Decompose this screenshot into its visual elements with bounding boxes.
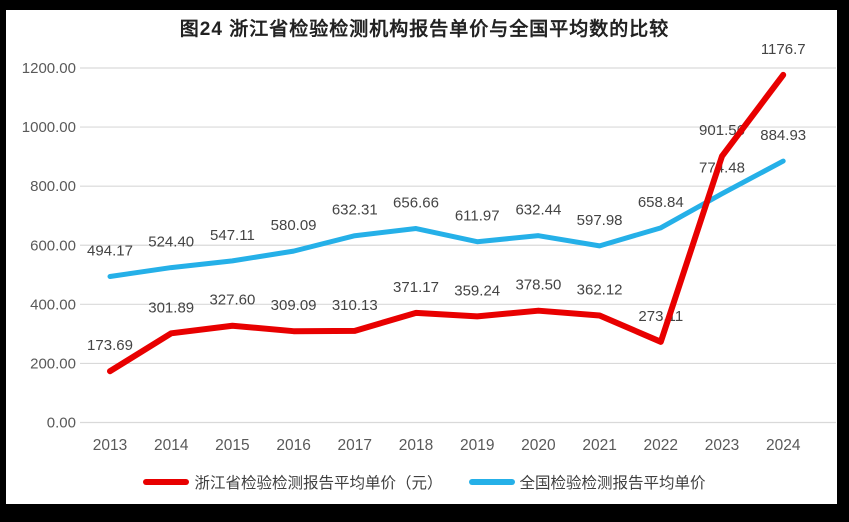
chart-canvas [6,10,837,504]
legend-label-zhejiang: 浙江省检验检测报告平均单价（元） [194,475,443,492]
x-axis-tick-label: 2015 [215,437,249,454]
data-label: 371.17 [393,279,439,296]
x-axis-tick-label: 2017 [338,437,372,454]
data-label: 656.66 [393,195,439,212]
data-label: 547.11 [210,227,255,244]
data-label: 378.50 [515,277,561,294]
data-label: 580.09 [271,217,317,234]
y-axis-tick-label: 200.00 [30,355,76,372]
y-axis-tick-label: 400.00 [30,296,76,313]
data-label: 359.24 [454,282,500,299]
data-label: 301.89 [148,299,194,316]
national-series-swatch-icon [468,479,515,485]
data-label: 632.31 [332,202,378,219]
data-label: 273.11 [638,308,683,325]
data-label: 632.44 [515,202,561,219]
series-line [107,158,786,280]
y-axis-tick-label: 1200.00 [22,60,76,77]
data-label: 774.48 [699,160,745,177]
data-label: 884.93 [760,127,806,144]
data-label: 173.69 [87,337,133,354]
series-line [107,71,787,375]
x-axis-tick-label: 2014 [154,437,189,454]
x-axis-tick-label: 2019 [460,437,494,454]
y-axis-tick-label: 0.00 [47,415,76,432]
data-label: 658.84 [638,194,684,211]
chart-legend: 浙江省检验检测报告平均单价（元） 全国检验检测报告平均单价 [0,471,849,493]
legend-item-zhejiang: 浙江省检验检测报告平均单价（元） [143,471,443,493]
x-axis-tick-label: 2023 [705,437,739,454]
y-axis-tick-label: 600.00 [30,237,76,254]
legend-label-national: 全国检验检测报告平均单价 [519,475,706,492]
data-label: 611.97 [455,208,500,225]
zhejiang-series-swatch-icon [143,479,190,485]
x-axis-tick-label: 2016 [276,437,310,454]
data-label: 901.56 [699,122,745,139]
x-axis-tick-label: 2024 [766,437,801,454]
x-axis-tick-label: 2022 [644,437,678,454]
x-axis-tick-label: 2021 [582,437,616,454]
data-label: 494.17 [87,243,133,260]
legend-item-national: 全国检验检测报告平均单价 [468,471,706,493]
data-label: 362.12 [577,282,623,299]
y-axis-tick-label: 800.00 [30,178,76,195]
data-label: 310.13 [332,297,378,314]
data-label: 524.40 [148,234,194,251]
data-label: 327.60 [209,292,255,309]
x-axis-tick-label: 2020 [521,437,556,454]
y-axis-tick-label: 1000.00 [22,119,76,136]
chart-title: 图24 浙江省检验检测机构报告单价与全国平均数的比较 [179,19,670,40]
x-axis-tick-label: 2013 [93,437,127,454]
data-label: 1176.7 [761,41,806,58]
data-label: 309.09 [271,297,317,314]
x-axis-tick-label: 2018 [399,437,433,454]
data-label: 597.98 [577,212,623,229]
